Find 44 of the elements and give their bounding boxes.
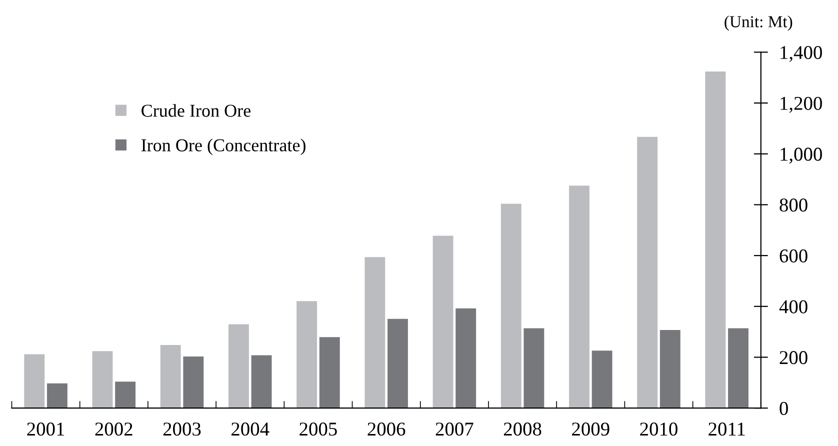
x-tick-label: 2002 <box>95 422 132 436</box>
bar <box>24 354 45 408</box>
bar <box>456 308 476 408</box>
y-tick-label: 0 <box>780 402 788 416</box>
bar <box>160 345 181 408</box>
bar <box>364 257 386 408</box>
bar <box>115 382 136 408</box>
x-tick-label: 2006 <box>368 422 406 436</box>
bar <box>500 204 522 408</box>
bar <box>92 351 113 408</box>
bar <box>183 356 204 408</box>
bar <box>251 355 272 408</box>
x-tick-label: 2004 <box>232 422 270 436</box>
x-tick-label: 2001 <box>27 422 64 436</box>
x-tick-label: 2005 <box>300 422 337 436</box>
bar <box>388 318 408 408</box>
legend-label: Iron Ore (Concentrate) <box>141 138 306 156</box>
x-tick-label: 2009 <box>572 422 610 436</box>
x-tick-label: 2007 <box>436 422 474 436</box>
y-tick-label: 200 <box>780 351 808 364</box>
y-tick-label: 1,400 <box>780 46 822 62</box>
x-tick-label: 2008 <box>504 422 542 436</box>
legend-label: Crude Iron Ore <box>142 104 250 117</box>
bar <box>660 330 680 408</box>
bar <box>319 337 340 408</box>
bar <box>524 328 544 408</box>
bar <box>569 186 590 408</box>
x-tick-label: 2011 <box>708 422 745 436</box>
bar <box>728 328 748 408</box>
y-tick-label: 1,000 <box>780 148 822 164</box>
x-tick-label: 2010 <box>640 422 678 436</box>
bar <box>592 350 612 408</box>
bar <box>46 383 68 408</box>
bar <box>228 324 249 408</box>
text: (Unit: Mt) <box>724 16 792 31</box>
bar <box>432 236 454 408</box>
bar <box>705 72 726 408</box>
y-tick-label: 400 <box>779 300 808 314</box>
y-tick-label: 600 <box>780 249 808 262</box>
y-tick-label: 800 <box>780 198 808 212</box>
y-tick-label: 1,200 <box>780 96 822 113</box>
bar <box>296 301 318 408</box>
x-tick-label: 2003 <box>163 422 201 436</box>
bar <box>637 136 658 408</box>
